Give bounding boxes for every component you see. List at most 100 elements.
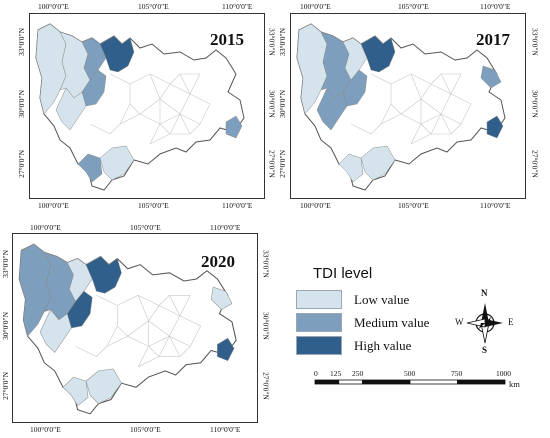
region-center-w-low	[39, 309, 72, 353]
county-boundaries	[75, 294, 201, 368]
tick-top-110-c: 110°0'0"E	[210, 223, 241, 232]
county-boundary	[109, 123, 121, 135]
tick-right-33-c: 33°0'0"N	[261, 250, 271, 278]
tick-left-30-a: 30°0'0"N	[17, 90, 26, 118]
region-center-w-medium	[316, 87, 348, 131]
tick-bottom-110-c: 110°0'0"E	[210, 425, 241, 434]
scale-label-1000: 1000	[496, 369, 511, 378]
region-sw-b-low	[360, 145, 396, 181]
county-boundary	[158, 295, 170, 306]
tick-right-27-b: 27°0'0"N	[530, 150, 540, 178]
county-boundary	[148, 320, 170, 337]
county-boundary	[430, 113, 442, 135]
county-boundary	[450, 123, 462, 135]
county-boundary	[430, 83, 452, 95]
tick-right-30-c: 30°0'0"N	[261, 312, 271, 340]
county-boundary	[159, 83, 171, 100]
tick-bottom-105-b: 105°0'0"E	[398, 201, 429, 210]
county-boundary	[179, 73, 191, 95]
scale-label-125: 125	[330, 369, 342, 378]
county-boundary	[137, 346, 149, 367]
county-boundary	[189, 325, 201, 347]
county-boundary	[149, 133, 171, 145]
county-boundary	[159, 113, 181, 125]
legend-swatch-medium	[296, 313, 342, 332]
county-boundaries	[350, 73, 472, 145]
tick-left-27-a: 27°0'0"N	[17, 150, 26, 178]
tick-right-33-a: 33°0'0"N	[267, 28, 277, 56]
scale-label-0: 0	[314, 369, 318, 378]
county-boundary	[189, 93, 211, 105]
tick-left-33-c: 33°0'0"N	[1, 250, 10, 278]
county-boundary	[96, 295, 118, 306]
map-svg-2017	[296, 23, 506, 191]
county-boundary	[106, 335, 128, 347]
tick-left-27-c: 27°0'0"N	[1, 372, 10, 400]
county-boundary	[139, 113, 161, 125]
county-boundary	[410, 73, 422, 100]
year-label-2015: 2015	[210, 30, 244, 49]
county-boundary	[148, 346, 160, 357]
county-boundary	[410, 73, 432, 85]
county-boundary	[179, 113, 201, 125]
county-boundary	[139, 98, 161, 115]
tick-top-105-b: 105°0'0"E	[398, 2, 429, 11]
county-boundary	[149, 73, 161, 100]
year-label-2020: 2020	[201, 252, 235, 271]
county-boundary	[420, 123, 432, 135]
region-sw-b-low	[85, 368, 122, 404]
county-boundary	[380, 113, 402, 125]
region-east-a-high	[486, 115, 504, 139]
tick-top-105-c: 105°0'0"E	[130, 223, 161, 232]
county-boundary	[420, 98, 442, 115]
county-boundary	[117, 325, 128, 337]
county-boundary	[109, 73, 131, 85]
county-boundary	[410, 123, 422, 145]
tick-bottom-105-c: 105°0'0"E	[130, 425, 161, 434]
county-boundary	[149, 123, 161, 145]
tick-right-27-a: 27°0'0"N	[267, 150, 277, 178]
county-boundary	[380, 103, 392, 125]
county-boundary	[127, 320, 149, 337]
county-boundary	[350, 123, 372, 135]
tick-left-30-c: 30°0'0"N	[1, 312, 10, 340]
map-svg-2015	[35, 23, 245, 191]
scale-segment	[338, 379, 363, 385]
map-panel-2015: 2015	[29, 13, 265, 199]
legend-label-medium: Medium value	[354, 315, 430, 330]
county-boundary	[440, 113, 462, 125]
county-boundary	[106, 325, 118, 347]
county-boundary	[430, 73, 442, 85]
county-boundary	[440, 93, 452, 115]
region-east-a-high	[217, 337, 235, 362]
county-boundaries	[89, 73, 211, 145]
scale-bar	[312, 370, 532, 394]
scale-label-750: 750	[451, 369, 463, 378]
county-boundary	[450, 93, 472, 105]
county-boundary	[158, 305, 180, 317]
county-boundary	[89, 123, 111, 135]
tick-left-27-b: 27°0'0"N	[278, 150, 287, 178]
county-boundary	[169, 83, 191, 95]
county-boundary	[119, 113, 141, 125]
legend-label-high: High value	[354, 338, 412, 353]
scale-label-250: 250	[352, 369, 364, 378]
tick-bottom-110-b: 110°0'0"E	[480, 201, 511, 210]
tick-left-30-b: 30°0'0"N	[278, 90, 287, 118]
scale-segment	[314, 379, 340, 385]
compass-w-label: W	[455, 317, 464, 327]
tick-bottom-100-b: 100°0'0"E	[300, 201, 331, 210]
map-panel-2017: 2017	[290, 13, 526, 199]
county-boundary	[400, 98, 422, 115]
county-boundary	[169, 113, 181, 135]
tick-right-30-b: 30°0'0"N	[530, 90, 540, 118]
tick-left-33-b: 33°0'0"N	[278, 28, 287, 56]
scale-unit: km	[509, 379, 520, 389]
county-boundary	[158, 336, 170, 357]
region-sw-b-low	[99, 145, 135, 181]
region-sw-a-low	[62, 376, 89, 407]
compass-e-label: E	[508, 317, 514, 327]
county-boundary	[450, 73, 462, 95]
region-north-b-high	[360, 35, 396, 73]
county-boundary	[148, 305, 160, 322]
